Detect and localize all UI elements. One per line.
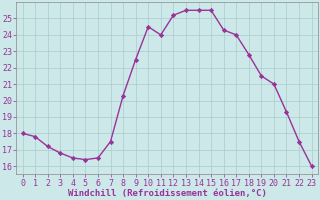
X-axis label: Windchill (Refroidissement éolien,°C): Windchill (Refroidissement éolien,°C) <box>68 189 267 198</box>
